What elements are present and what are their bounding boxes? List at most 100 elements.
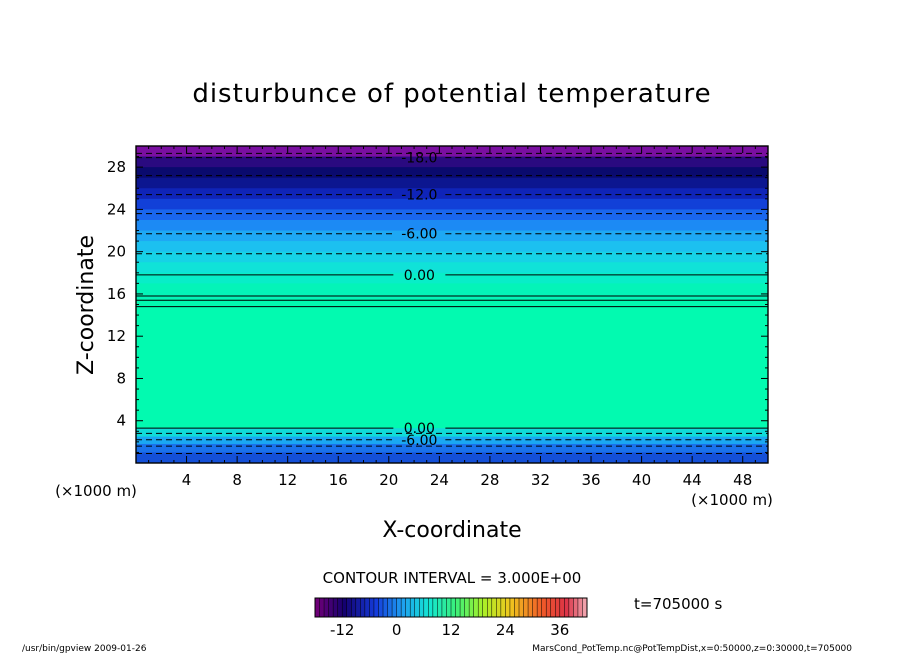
- color-band-1: [136, 156, 768, 168]
- colorbar-cell: [346, 598, 352, 617]
- colorbar-cell: [428, 598, 434, 617]
- colorbar-cell: [383, 598, 388, 617]
- color-band-11: [136, 262, 768, 274]
- colorbar-cell: [342, 598, 348, 617]
- colorbar-cell: [582, 598, 588, 617]
- colorbar-cell: [509, 598, 515, 617]
- x-axis-unit-left: (×1000 m): [55, 482, 137, 500]
- colorbar-cell: [324, 598, 329, 617]
- color-band-5: [136, 198, 768, 210]
- colorbar-tick-label: 0: [392, 621, 402, 639]
- y-tick-labels: 4 8 12 16 20 24 28: [107, 158, 126, 430]
- x-tick-label: 24: [430, 471, 449, 489]
- colorbar-cell: [469, 598, 474, 617]
- colorbar-cell: [487, 598, 493, 617]
- axis-ticks: [136, 146, 768, 463]
- contour-labels: -18.0-12.0-6.000.000.00-6.00: [401, 151, 437, 449]
- x-tick-label: 20: [379, 471, 398, 489]
- x-tick-label: 36: [581, 471, 600, 489]
- y-axis-label: Z-coordinate: [74, 235, 99, 375]
- colorbar-cell: [573, 598, 579, 617]
- y-tick-label: 4: [116, 412, 126, 430]
- color-band-13: [136, 283, 768, 300]
- y-tick-label: 16: [107, 285, 126, 303]
- y-tick-label: 28: [107, 158, 126, 176]
- colorbar-cell: [496, 598, 502, 617]
- color-band-2: [136, 167, 768, 179]
- color-band-14: [136, 299, 768, 429]
- colorbar-cell: [559, 598, 565, 617]
- contour-label-5: -6.00: [401, 227, 437, 243]
- colorbar-tick-labels: -12 0 12 24 36: [330, 621, 569, 639]
- colorbar-cell: [446, 598, 452, 617]
- colorbar-cell: [555, 598, 561, 617]
- chart-title: disturbunce of potential temperature: [192, 79, 711, 109]
- color-band-10: [136, 251, 768, 263]
- colorbar-cell: [410, 598, 416, 617]
- color-band-3: [136, 177, 768, 189]
- contour-interval-text: CONTOUR INTERVAL = 3.000E+00: [323, 569, 582, 587]
- color-band-6: [136, 209, 768, 221]
- y-tick-label: 12: [107, 327, 126, 345]
- colorbar-cell: [473, 598, 479, 617]
- color-band-0: [136, 146, 768, 158]
- color-band-17: [136, 443, 768, 453]
- color-band-4: [136, 188, 768, 200]
- colorbar-cell: [577, 598, 583, 617]
- colorbar-cell: [455, 598, 461, 617]
- colorbar-cell: [451, 598, 456, 617]
- colorbar-cell: [387, 598, 393, 617]
- colorbar-cell: [315, 598, 320, 617]
- colorbar-cell: [505, 598, 511, 617]
- colorbar-cell: [541, 598, 547, 617]
- contour-label-7: 0.00: [404, 268, 435, 284]
- x-axis-unit-right: (×1000 m): [691, 491, 773, 509]
- contour-lines: [136, 152, 768, 454]
- colorbar-cell: [396, 598, 402, 617]
- colorbar-cell: [423, 598, 429, 617]
- colorbar-cell: [550, 598, 556, 617]
- colorbar-cell: [432, 598, 438, 617]
- contour-label-13: -6.00: [401, 433, 437, 449]
- y-tick-label: 24: [107, 200, 126, 218]
- x-tick-label: 28: [480, 471, 499, 489]
- contour-label-3: -12.0: [401, 188, 437, 204]
- colorbar-cell: [537, 598, 542, 617]
- colorbar-cell: [441, 598, 447, 617]
- colorbar-cell: [437, 598, 443, 617]
- contour-label-11: 0.00: [404, 421, 435, 437]
- colorbar-cell: [378, 598, 384, 617]
- x-tick-label: 8: [232, 471, 242, 489]
- colorbar-cell: [414, 598, 420, 617]
- colorbar: [314, 598, 588, 617]
- colorbar-frame: [314, 597, 588, 618]
- x-tick-label: 12: [278, 471, 297, 489]
- color-band-16: [136, 436, 768, 445]
- colorbar-cell: [364, 598, 370, 617]
- color-band-8: [136, 230, 768, 242]
- colorbar-cell: [546, 598, 552, 617]
- footer-left: /usr/bin/gpview 2009-01-26: [22, 644, 147, 654]
- colorbar-tick-label: 12: [441, 621, 460, 639]
- color-band-18: [136, 452, 768, 464]
- colorbar-cell: [419, 598, 425, 617]
- colorbar-cell: [460, 598, 465, 617]
- color-band-15: [136, 428, 768, 438]
- color-band-9: [136, 241, 768, 253]
- x-tick-labels: 4 8 12 16 20 24 28 32 36 40 44 48: [182, 471, 752, 489]
- colorbar-cell: [519, 598, 524, 617]
- colorbar-cell: [528, 598, 533, 617]
- x-tick-label: 40: [632, 471, 651, 489]
- x-tick-label: 44: [683, 471, 702, 489]
- colorbar-cell: [532, 598, 538, 617]
- color-band-12: [136, 272, 768, 284]
- time-label: t=705000 s: [634, 595, 722, 613]
- colorbar-cell: [373, 598, 379, 617]
- x-tick-label: 32: [531, 471, 550, 489]
- contour-label-1: -18.0: [401, 151, 437, 167]
- colorbar-tick-label: 24: [496, 621, 515, 639]
- colorbar-cell: [464, 598, 470, 617]
- y-tick-label: 20: [107, 243, 126, 261]
- colorbar-cell: [351, 598, 357, 617]
- colorbar-cell: [328, 598, 334, 617]
